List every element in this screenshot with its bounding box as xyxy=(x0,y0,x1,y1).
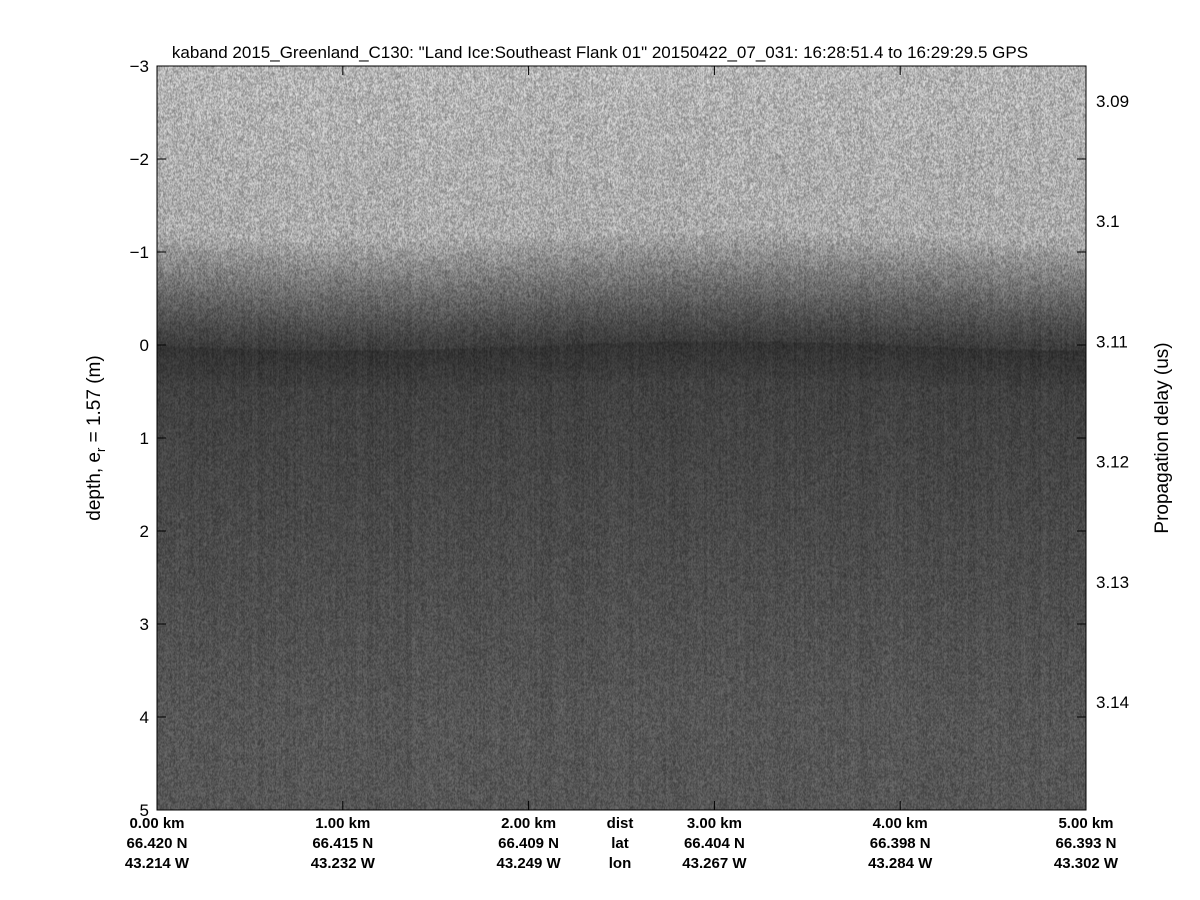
x-tick-lat: 66.404 N xyxy=(684,835,745,852)
y2-tick-label: 3.13 xyxy=(1096,573,1129,592)
x-tick-dist: 0.00 km xyxy=(129,815,184,832)
y-tick-label: 4 xyxy=(140,708,149,727)
x-tick-lat: 66.398 N xyxy=(870,835,931,852)
y2-axis-label: Propagation delay (us) xyxy=(1152,342,1173,533)
y-tick-label: 2 xyxy=(140,522,149,541)
y2-tick-label: 3.12 xyxy=(1096,453,1129,472)
x-tick-lon: 43.267 W xyxy=(682,855,747,872)
x-tick-lat: 66.420 N xyxy=(127,835,188,852)
x-tick-lat: 66.409 N xyxy=(498,835,559,852)
y-axis-label: depth, er = 1.57 (m) xyxy=(84,355,108,520)
x-tick-lon: 43.232 W xyxy=(311,855,376,872)
y2-tick-label: 3.14 xyxy=(1096,693,1129,712)
y-tick-label: −2 xyxy=(130,150,149,169)
x-row-label-dist: dist xyxy=(607,815,634,832)
x-tick-dist: 1.00 km xyxy=(315,815,370,832)
y2-tick-label: 3.1 xyxy=(1096,212,1120,231)
chart-title: kaband 2015_Greenland_C130: "Land Ice:So… xyxy=(171,43,1029,62)
x-tick-lon: 43.249 W xyxy=(496,855,561,872)
x-row-label-lon: lon xyxy=(609,855,632,872)
x-tick-lon: 43.302 W xyxy=(1054,855,1119,872)
y-tick-label: 3 xyxy=(140,615,149,634)
plot-frame xyxy=(156,65,1087,811)
echogram-image xyxy=(157,66,1086,810)
y-tick-label: 1 xyxy=(140,429,149,448)
x-row-label-lat: lat xyxy=(611,835,629,852)
y2-tick-label: 3.09 xyxy=(1096,92,1129,111)
y-tick-label: −1 xyxy=(130,243,149,262)
y-tick-label: 5 xyxy=(140,801,149,820)
x-tick-lat: 66.393 N xyxy=(1056,835,1117,852)
x-tick-lon: 43.284 W xyxy=(868,855,933,872)
y2-tick-label: 3.11 xyxy=(1096,332,1128,351)
x-tick-dist: 3.00 km xyxy=(687,815,742,832)
y-tick-label: 0 xyxy=(140,336,149,355)
x-tick-lat: 66.415 N xyxy=(312,835,373,852)
x-tick-lon: 43.214 W xyxy=(125,855,190,872)
x-tick-dist: 4.00 km xyxy=(873,815,928,832)
y-tick-label: −3 xyxy=(130,57,149,76)
x-tick-dist: 5.00 km xyxy=(1058,815,1113,832)
x-tick-dist: 2.00 km xyxy=(501,815,556,832)
